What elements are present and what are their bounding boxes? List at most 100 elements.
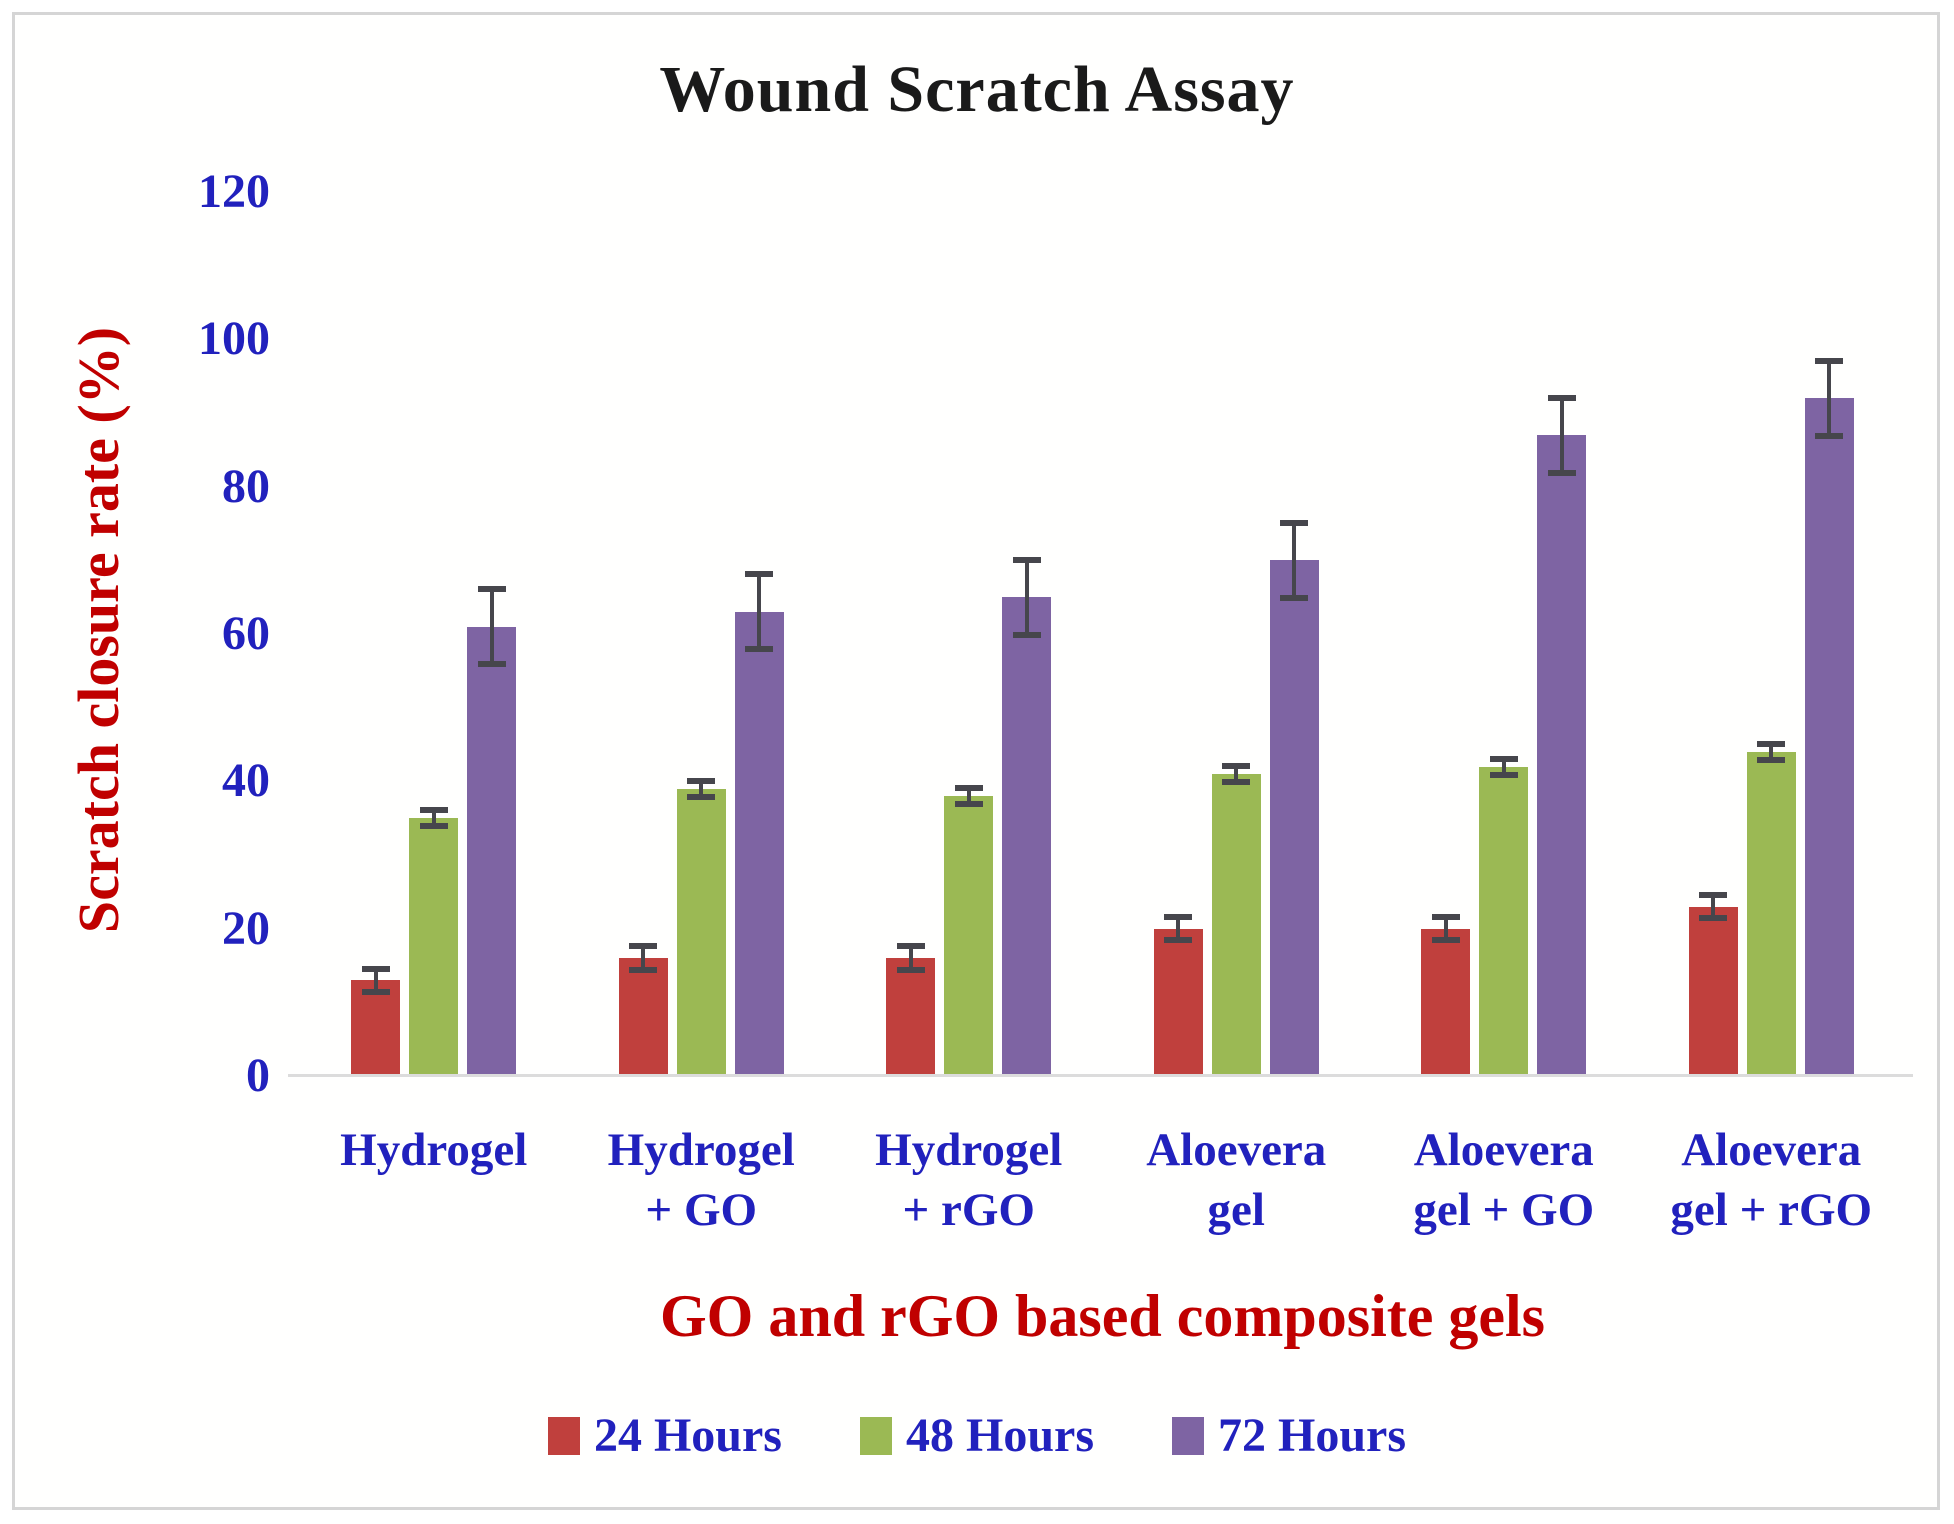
error-bar-cap <box>1431 937 1460 944</box>
error-bar-cap <box>419 823 448 830</box>
error-bar-cap <box>745 571 774 578</box>
legend-item-72-hours: 72 Hours <box>1172 1408 1406 1463</box>
error-bar-cap <box>361 988 390 995</box>
error-bar-line <box>1827 357 1832 439</box>
error-bar-cap <box>687 777 716 784</box>
error-bar-line <box>489 586 494 668</box>
y-tick-label: 40 <box>222 754 270 808</box>
error-bar-cap <box>629 966 658 973</box>
y-tick-label: 20 <box>222 901 270 955</box>
error-bar-line <box>373 965 378 995</box>
error-bar <box>687 777 716 800</box>
error-bar-line <box>431 807 436 830</box>
legend-swatch <box>547 1416 580 1455</box>
chart-title: Wound Scratch Assay <box>659 53 1295 126</box>
error-bar-cap <box>361 965 390 972</box>
error-bar <box>1164 913 1193 944</box>
error-bar-cap <box>477 586 506 593</box>
legend-swatch <box>1172 1416 1204 1455</box>
y-tick-label: 120 <box>198 165 270 218</box>
category-label: Aloevera gel + GO <box>1413 1124 1595 1236</box>
legend-label: 24 Hours <box>593 1409 782 1462</box>
category-label: Hydrogel + GO <box>607 1124 795 1236</box>
bar-72-hours-group-5 <box>1537 435 1587 1076</box>
error-bar-cap <box>745 646 774 653</box>
bar-72-hours-group-4 <box>1269 560 1319 1076</box>
error-bar-cap <box>1431 913 1460 920</box>
error-bar-cap <box>1757 740 1786 747</box>
bar-48-hours-group-3 <box>944 796 994 1076</box>
error-bar <box>1815 357 1844 439</box>
legend-item-48-hours: 48 Hours <box>859 1408 1094 1463</box>
x-axis-label: GO and rGO based composite gels <box>659 1283 1546 1349</box>
legend-label: 72 Hours <box>1218 1409 1407 1462</box>
error-bar <box>954 785 983 808</box>
error-bar-line <box>1443 913 1448 944</box>
error-bar <box>361 965 390 995</box>
error-bar-cap <box>954 801 983 808</box>
bar-24-hours-group-3 <box>886 958 936 1076</box>
error-bar-cap <box>1164 913 1193 920</box>
bar-48-hours-group-4 <box>1211 773 1261 1076</box>
y-tick-label: 0 <box>246 1049 270 1102</box>
bar-48-hours-group-5 <box>1479 766 1529 1076</box>
y-tick-label: 80 <box>222 459 270 513</box>
error-bar-cap <box>1815 357 1844 364</box>
error-bar-cap <box>1280 594 1309 601</box>
error-bar-line <box>1176 913 1181 944</box>
error-bar-line <box>1024 556 1029 638</box>
error-bar-cap <box>1280 519 1309 526</box>
error-bar-cap <box>1489 755 1518 762</box>
error-bar <box>1489 755 1518 778</box>
bar-72-hours-group-3 <box>1002 597 1052 1076</box>
error-bar-line <box>1501 755 1506 778</box>
bar-72-hours-group-6 <box>1804 398 1854 1076</box>
error-bar-line <box>1559 394 1564 476</box>
error-bar-cap <box>896 943 925 950</box>
error-bar-line <box>699 777 704 800</box>
bar-24-hours-group-5 <box>1421 928 1471 1076</box>
legend-label: 48 Hours <box>905 1409 1094 1462</box>
error-bar-line <box>966 785 971 808</box>
error-bar-cap <box>687 793 716 800</box>
error-bar-cap <box>629 943 658 950</box>
chart-frame <box>12 12 1940 1510</box>
error-bar-line <box>1234 762 1239 785</box>
error-bar-cap <box>1222 762 1251 769</box>
error-bar <box>745 571 774 653</box>
error-bar <box>896 943 925 973</box>
error-bar <box>1222 762 1251 785</box>
legend-item-24-hours: 24 Hours <box>547 1408 782 1463</box>
error-bar-cap <box>1222 779 1251 785</box>
error-bar-cap <box>954 785 983 792</box>
error-bar-line <box>1711 891 1716 922</box>
error-bar-line <box>1769 740 1774 763</box>
error-bar-cap <box>1547 394 1576 401</box>
bar-72-hours-group-2 <box>734 611 784 1076</box>
legend-swatch <box>859 1416 892 1455</box>
category-label: Aloevera gel <box>1146 1124 1327 1236</box>
bar-48-hours-group-1 <box>409 818 459 1076</box>
category-label: Aloevera gel + rGO <box>1670 1124 1873 1236</box>
error-bar-cap <box>1699 891 1728 898</box>
category-label: Hydrogel + rGO <box>875 1124 1063 1236</box>
error-bar-cap <box>1757 756 1786 763</box>
error-bar <box>1547 394 1576 476</box>
error-bar <box>1012 556 1041 638</box>
bar-24-hours-group-1 <box>351 980 401 1076</box>
error-bar-cap <box>477 661 506 668</box>
bar-24-hours-group-6 <box>1688 906 1738 1076</box>
error-bar-line <box>757 571 762 653</box>
y-tick-label: 60 <box>222 607 270 660</box>
legend: 24 Hours 48 Hours 72 Hours <box>0 1408 1954 1463</box>
y-tick-label: 100 <box>198 312 270 366</box>
bar-48-hours-group-2 <box>676 788 726 1076</box>
error-bar <box>629 943 658 973</box>
error-bar-cap <box>1012 631 1041 638</box>
error-bar-cap <box>1815 432 1844 439</box>
error-bar <box>1431 913 1460 944</box>
bar-48-hours-group-6 <box>1746 751 1796 1076</box>
error-bar-cap <box>1547 469 1576 476</box>
error-bar <box>1699 891 1728 922</box>
error-bar <box>1280 519 1309 601</box>
